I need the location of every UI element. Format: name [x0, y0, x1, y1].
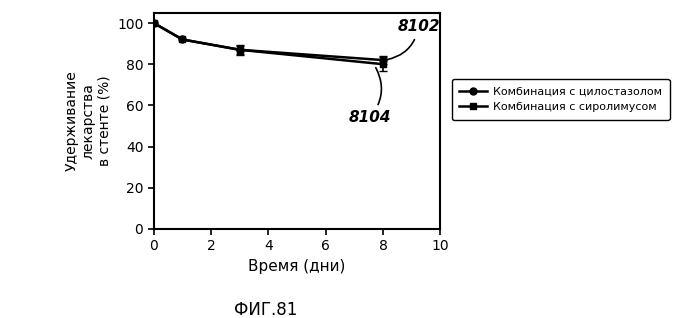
- Text: ФИГ.81: ФИГ.81: [234, 301, 297, 318]
- Line: Комбинация с сиролимусом: Комбинация с сиролимусом: [150, 19, 387, 68]
- Text: 8102: 8102: [387, 19, 440, 59]
- Y-axis label: Удерживание
лекарства
в стенте (%): Удерживание лекарства в стенте (%): [65, 71, 111, 171]
- Комбинация с сиролимусом: [379, 62, 387, 66]
- Комбинация с цилостазолом: [150, 21, 158, 25]
- Text: 8104: 8104: [349, 68, 391, 125]
- Line: Комбинация с цилостазолом: Комбинация с цилостазолом: [150, 19, 387, 64]
- Комбинация с сиролимусом: [236, 48, 244, 52]
- Комбинация с цилостазолом: [178, 38, 187, 41]
- Комбинация с цилостазолом: [236, 48, 244, 52]
- Legend: Комбинация с цилостазолом, Комбинация с сиролимусом: Комбинация с цилостазолом, Комбинация с …: [452, 79, 670, 120]
- X-axis label: Время (дни): Время (дни): [248, 259, 346, 274]
- Комбинация с сиролимусом: [150, 21, 158, 25]
- Комбинация с сиролимусом: [178, 38, 187, 41]
- Комбинация с цилостазолом: [379, 58, 387, 62]
